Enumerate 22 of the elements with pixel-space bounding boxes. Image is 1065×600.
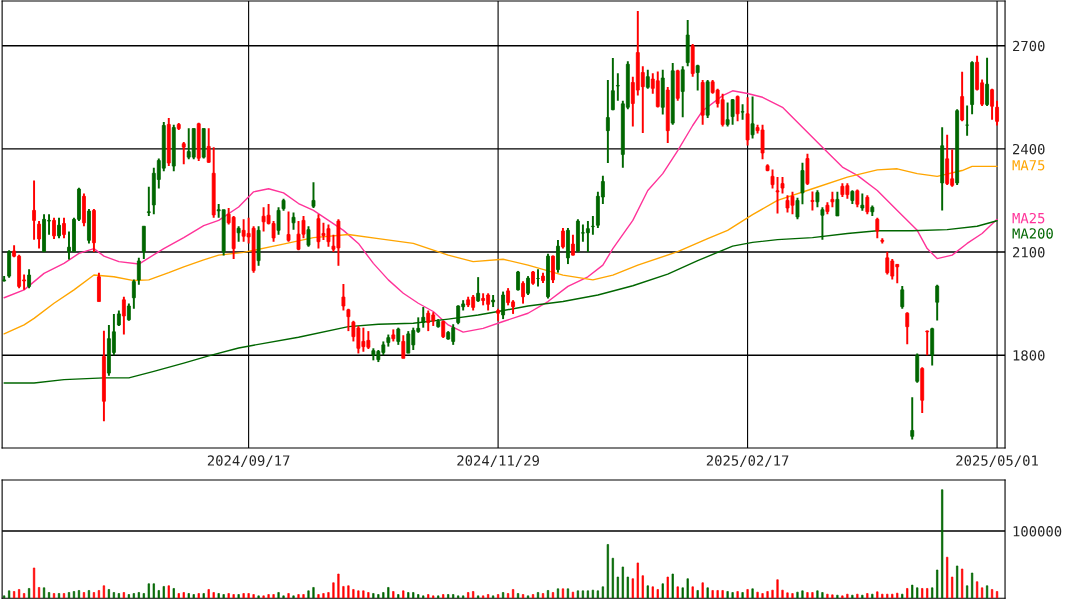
x-tick-label: 2024/11/29	[457, 455, 539, 467]
candlestick	[770, 168, 775, 190]
y-tick-label: 2700	[1013, 40, 1045, 52]
x-tick-label: 2025/05/01	[956, 455, 1038, 467]
candlestick	[615, 72, 620, 102]
x-tick-label: 2024/09/17	[207, 455, 290, 467]
y-tick-label: 2100	[1013, 247, 1045, 258]
y-tick-label: 1800	[1013, 350, 1045, 361]
candlestick	[810, 190, 815, 212]
line-series	[3, 165, 998, 335]
series-label: MA25	[1012, 212, 1045, 224]
line-series	[3, 90, 998, 333]
candlestick	[740, 103, 745, 121]
series-label: MA75	[1012, 160, 1045, 171]
series-label: MA200	[1012, 228, 1053, 239]
candlestick	[371, 347, 376, 362]
candlestick	[775, 176, 780, 215]
candlestick	[311, 181, 316, 209]
candlestick	[306, 225, 311, 248]
y-tick-label: 100000	[1013, 526, 1062, 537]
y-tick-label: 2400	[1013, 143, 1045, 155]
x-tick-label: 2025/02/17	[706, 455, 789, 467]
